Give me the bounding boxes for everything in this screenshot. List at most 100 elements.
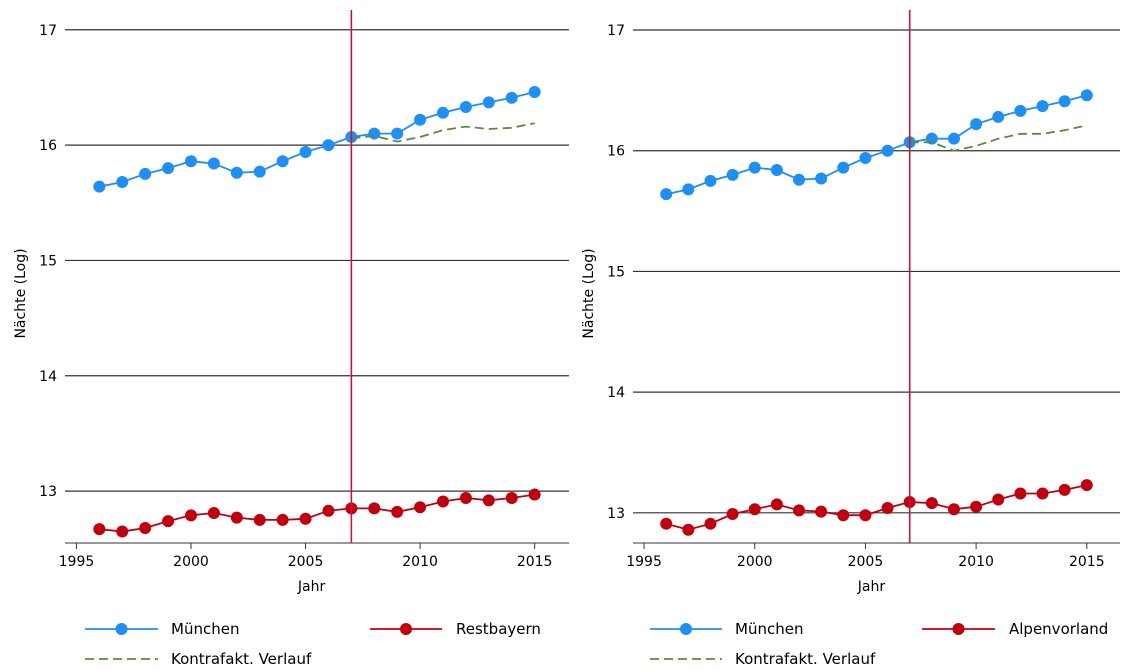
data-point	[947, 503, 960, 516]
data-point	[726, 168, 739, 181]
y-tick-label: 15	[607, 264, 625, 280]
legend-swatch-marker	[952, 623, 965, 635]
data-point	[660, 188, 673, 201]
data-point	[116, 176, 129, 189]
data-point	[139, 167, 152, 180]
data-point	[459, 101, 472, 114]
y-tick-label: 14	[39, 369, 57, 385]
data-point	[391, 127, 404, 140]
legend-label: München	[171, 620, 239, 638]
data-point	[437, 106, 449, 119]
y-tick-label: 13	[607, 506, 625, 522]
data-point	[1080, 479, 1093, 492]
x-tick-label: 2000	[737, 554, 773, 570]
y-axis-title: Nächte (Log)	[13, 248, 29, 338]
data-point	[704, 517, 717, 530]
legend-label: München	[735, 620, 803, 638]
data-point	[815, 505, 828, 518]
data-point	[1080, 89, 1093, 102]
data-point	[437, 495, 449, 508]
x-tick-label: 1995	[59, 554, 95, 570]
data-point	[837, 509, 850, 522]
data-point	[253, 513, 266, 526]
data-point	[299, 512, 312, 525]
data-point	[207, 507, 220, 520]
chart-panel-left: 13 14 15 16 17 1995 2000 2005 2010 2015 Nächte (Lo…	[13, 10, 569, 668]
data-point	[660, 517, 673, 530]
x-tick-label: 2005	[848, 554, 884, 570]
data-point	[116, 525, 129, 538]
x-tick-label: 2015	[517, 554, 553, 570]
data-point	[815, 172, 828, 185]
data-point	[970, 118, 983, 131]
x-axis-title: Jahr	[857, 579, 886, 595]
data-point	[748, 161, 761, 174]
data-point	[162, 162, 175, 175]
data-point	[253, 165, 266, 178]
y-tick-label: 15	[39, 253, 57, 269]
legend-swatch-marker	[400, 623, 412, 635]
y-tick-label: 17	[39, 23, 57, 39]
data-point	[992, 110, 1005, 123]
x-tick-label: 2015	[1069, 554, 1105, 570]
legend-label: Kontrafakt. Verlauf	[735, 650, 876, 668]
y-axis-title: Nächte (Log)	[581, 248, 597, 338]
data-point	[1036, 100, 1049, 113]
data-point	[970, 500, 983, 513]
data-point	[299, 146, 312, 159]
data-point	[185, 509, 197, 522]
x-tick-label: 2010	[402, 554, 438, 570]
x-tick-label: 2010	[958, 554, 994, 570]
series-line	[909, 124, 1087, 152]
y-tick-label: 17	[607, 23, 625, 39]
data-point	[414, 113, 427, 126]
legend-label: Restbayern	[456, 620, 541, 638]
data-point	[482, 96, 495, 109]
x-tick-label: 2005	[288, 554, 324, 570]
y-tick-label: 14	[607, 385, 625, 401]
data-point	[748, 503, 761, 516]
data-point	[1058, 95, 1071, 108]
y-tick-label: 16	[39, 138, 57, 154]
data-point	[322, 504, 335, 517]
data-point	[881, 144, 894, 157]
data-point	[185, 155, 197, 168]
chart-panel-right: 13 14 15 16 17 1995 2000 2005 2010 2015 Nächte (Lo…	[581, 10, 1120, 668]
data-point	[947, 132, 960, 145]
data-point	[505, 91, 518, 104]
data-point	[276, 155, 289, 168]
legend-label: Kontrafakt. Verlauf	[171, 650, 312, 668]
data-point	[368, 127, 381, 140]
data-point	[770, 498, 783, 511]
data-point	[726, 508, 739, 521]
data-point	[682, 183, 695, 196]
data-point	[1058, 483, 1071, 496]
data-point	[1036, 487, 1049, 500]
data-point	[859, 151, 872, 164]
data-point	[482, 494, 495, 507]
data-point	[276, 513, 289, 526]
data-point	[93, 180, 106, 193]
data-point	[230, 166, 243, 179]
data-point	[1014, 487, 1027, 500]
data-point	[881, 501, 894, 514]
data-point	[925, 497, 938, 510]
data-point	[992, 493, 1005, 506]
data-point	[322, 139, 335, 152]
data-point	[837, 161, 850, 174]
x-tick-label: 2000	[173, 554, 209, 570]
data-point	[793, 173, 806, 186]
data-point	[704, 174, 717, 187]
legend-label: Alpenvorland	[1009, 620, 1108, 638]
data-point	[368, 502, 381, 515]
data-point	[414, 501, 427, 514]
y-tick-label: 16	[607, 144, 625, 160]
series-line	[351, 122, 535, 143]
x-tick-label: 1995	[626, 554, 662, 570]
legend-swatch-marker	[680, 623, 692, 635]
data-point	[93, 523, 106, 536]
data-point	[859, 509, 872, 522]
data-point	[459, 492, 472, 505]
x-axis-title: Jahr	[297, 579, 326, 595]
